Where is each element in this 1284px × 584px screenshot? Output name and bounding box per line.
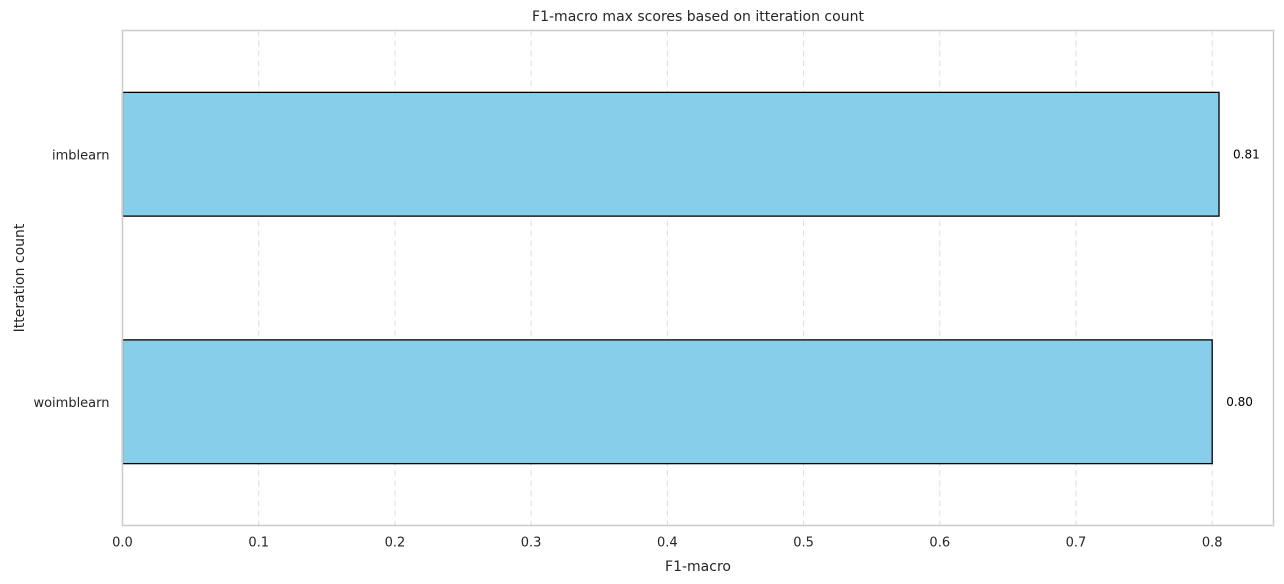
x-tick-label: 0.3 (521, 536, 542, 551)
y-tick-labels: imblearn woimblearn (33, 148, 109, 411)
bars (121, 91, 1220, 465)
x-tick-label: 0.6 (929, 536, 950, 551)
x-axis-title: F1-macro (665, 559, 731, 575)
y-axis-title: Itteration count (12, 223, 28, 332)
x-tick-label: 0.2 (385, 536, 406, 551)
x-tick-label: 0.5 (793, 536, 814, 551)
bar (121, 91, 1220, 217)
y-tick-label: imblearn (52, 148, 109, 163)
x-tick-label: 0.7 (1066, 536, 1087, 551)
x-tick-label: 0.0 (112, 536, 133, 551)
bar (121, 339, 1213, 465)
data-labels: 0.81 0.80 (1226, 147, 1260, 409)
x-tick-label: 0.8 (1202, 536, 1223, 551)
data-label: 0.80 (1226, 395, 1253, 409)
x-tick-label: 0.4 (657, 536, 678, 551)
data-label: 0.81 (1233, 147, 1260, 161)
axes-frame (121, 29, 1275, 527)
y-tick-label: woimblearn (33, 396, 109, 411)
chart-title: F1-macro max scores based on itteration … (532, 9, 864, 25)
x-tick-labels: 0.0 0.1 0.2 0.3 0.4 0.5 0.6 0.7 0.8 (112, 536, 1222, 551)
x-tick-label: 0.1 (248, 536, 269, 551)
